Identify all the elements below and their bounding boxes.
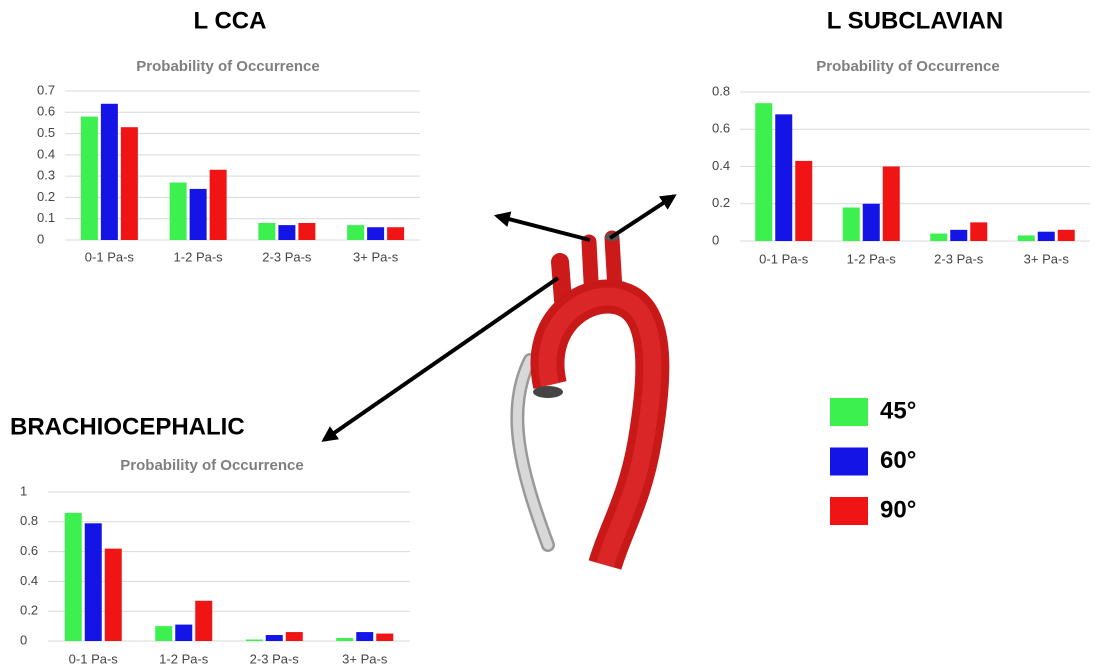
bar xyxy=(155,626,173,641)
x-tick-label: 1-2 Pa-s xyxy=(159,651,209,666)
legend-label: 60° xyxy=(880,447,916,474)
y-tick-label: 0.8 xyxy=(20,513,38,528)
x-tick-label: 3+ Pa-s xyxy=(353,249,399,264)
y-tick-label: 0 xyxy=(712,232,719,247)
y-tick-label: 0.7 xyxy=(37,82,55,97)
x-tick-label: 2-3 Pa-s xyxy=(262,249,312,264)
bar xyxy=(84,523,102,641)
bar xyxy=(882,166,900,241)
y-tick-label: 0.4 xyxy=(20,573,38,588)
bar xyxy=(347,225,365,240)
y-tick-label: 0.5 xyxy=(37,125,55,140)
x-tick-label: 2-3 Pa-s xyxy=(250,651,300,666)
bar xyxy=(278,225,296,240)
bar xyxy=(258,222,276,240)
chart-subtitle: Probability of Occurrence xyxy=(120,457,303,474)
bar xyxy=(195,600,213,641)
bar xyxy=(795,160,813,241)
bar xyxy=(1057,229,1075,241)
bar xyxy=(1017,235,1035,241)
y-tick-label: 0.6 xyxy=(37,104,55,119)
bar xyxy=(80,116,98,240)
y-tick-label: 1 xyxy=(20,483,27,498)
bar xyxy=(64,512,82,641)
bar xyxy=(336,638,354,641)
bar xyxy=(950,229,968,241)
bar xyxy=(104,548,122,641)
bar xyxy=(387,227,405,240)
bar xyxy=(775,114,793,241)
bar xyxy=(930,233,948,241)
bar xyxy=(970,222,988,241)
y-tick-label: 0.2 xyxy=(712,195,730,210)
bar xyxy=(265,635,283,641)
y-tick-label: 0.3 xyxy=(37,168,55,183)
panel-title: L CCA xyxy=(194,7,267,34)
y-tick-label: 0.8 xyxy=(712,83,730,98)
legend-swatch xyxy=(830,497,868,525)
bar xyxy=(755,103,773,241)
bar xyxy=(356,632,374,641)
y-tick-label: 0.2 xyxy=(20,603,38,618)
legend-swatch xyxy=(830,398,868,426)
chart-subtitle: Probability of Occurrence xyxy=(136,58,319,75)
bar xyxy=(100,103,118,241)
x-tick-label: 0-1 Pa-s xyxy=(69,651,119,666)
bar xyxy=(169,182,187,240)
x-tick-label: 1-2 Pa-s xyxy=(174,249,224,264)
bar xyxy=(209,169,227,240)
bar xyxy=(189,188,207,240)
bar xyxy=(862,203,880,241)
bar xyxy=(120,127,138,240)
bar xyxy=(842,207,860,241)
chart-subtitle: Probability of Occurrence xyxy=(816,58,999,75)
legend-label: 90° xyxy=(880,496,916,523)
legend-swatch xyxy=(830,447,868,476)
bar xyxy=(376,633,394,641)
y-tick-label: 0.1 xyxy=(37,210,55,225)
x-tick-label: 0-1 Pa-s xyxy=(759,251,809,266)
bar xyxy=(1037,231,1055,241)
y-tick-label: 0.4 xyxy=(712,158,730,173)
x-tick-label: 1-2 Pa-s xyxy=(847,251,897,266)
x-tick-label: 3+ Pa-s xyxy=(1024,251,1070,266)
panel-title: L SUBCLAVIAN xyxy=(827,7,1003,34)
y-tick-label: 0.2 xyxy=(37,189,55,204)
bar xyxy=(367,227,385,240)
bar xyxy=(175,624,193,641)
y-tick-label: 0.4 xyxy=(37,146,55,161)
y-tick-label: 0.6 xyxy=(712,121,730,136)
x-tick-label: 3+ Pa-s xyxy=(342,651,388,666)
aorta-illustration xyxy=(510,230,670,570)
bar xyxy=(245,639,263,641)
legend-label: 45° xyxy=(880,397,916,424)
x-tick-label: 0-1 Pa-s xyxy=(85,249,135,264)
y-tick-label: 0 xyxy=(37,231,44,246)
x-tick-label: 2-3 Pa-s xyxy=(934,251,984,266)
panel-title: BRACHIOCEPHALIC xyxy=(10,413,245,440)
bar xyxy=(285,632,303,641)
y-tick-label: 0.6 xyxy=(20,543,38,558)
y-tick-label: 0 xyxy=(20,632,27,647)
arrows xyxy=(321,194,677,442)
bar xyxy=(298,222,316,240)
